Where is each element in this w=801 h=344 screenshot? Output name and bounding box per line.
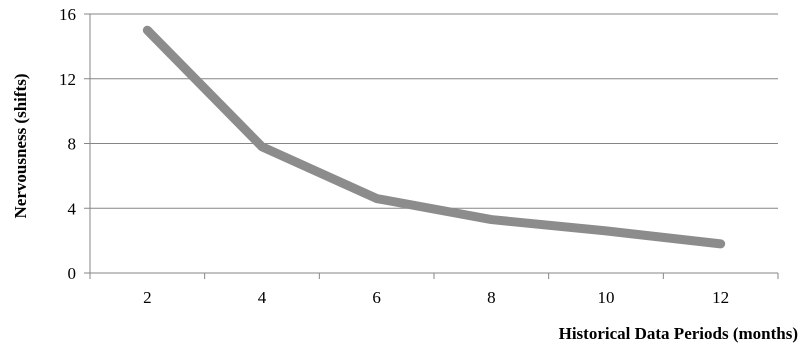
x-axis-title: Historical Data Periods (months) — [559, 324, 798, 343]
x-tick-labels: 2 4 6 8 10 12 — [143, 288, 729, 307]
y-tick-label-8: 8 — [68, 135, 77, 154]
y-tick-label-4: 4 — [68, 199, 77, 218]
x-tick-label-12: 12 — [712, 288, 729, 307]
y-tick-label-16: 16 — [59, 5, 76, 24]
series-group — [142, 25, 726, 249]
y-tick-label-0: 0 — [68, 264, 77, 283]
x-tick-label-8: 8 — [487, 288, 496, 307]
x-tick-label-10: 10 — [598, 288, 615, 307]
series-line-0 — [142, 25, 726, 249]
x-tick-label-4: 4 — [258, 288, 267, 307]
x-tick-label-2: 2 — [143, 288, 152, 307]
x-tick-label-6: 6 — [372, 288, 381, 307]
y-axis-title: Nervousness (shifts) — [11, 74, 30, 219]
axes — [84, 13, 779, 279]
y-tick-label-12: 12 — [59, 70, 76, 89]
y-tick-labels: 0 4 8 12 16 — [59, 5, 77, 283]
gridlines — [90, 13, 778, 209]
